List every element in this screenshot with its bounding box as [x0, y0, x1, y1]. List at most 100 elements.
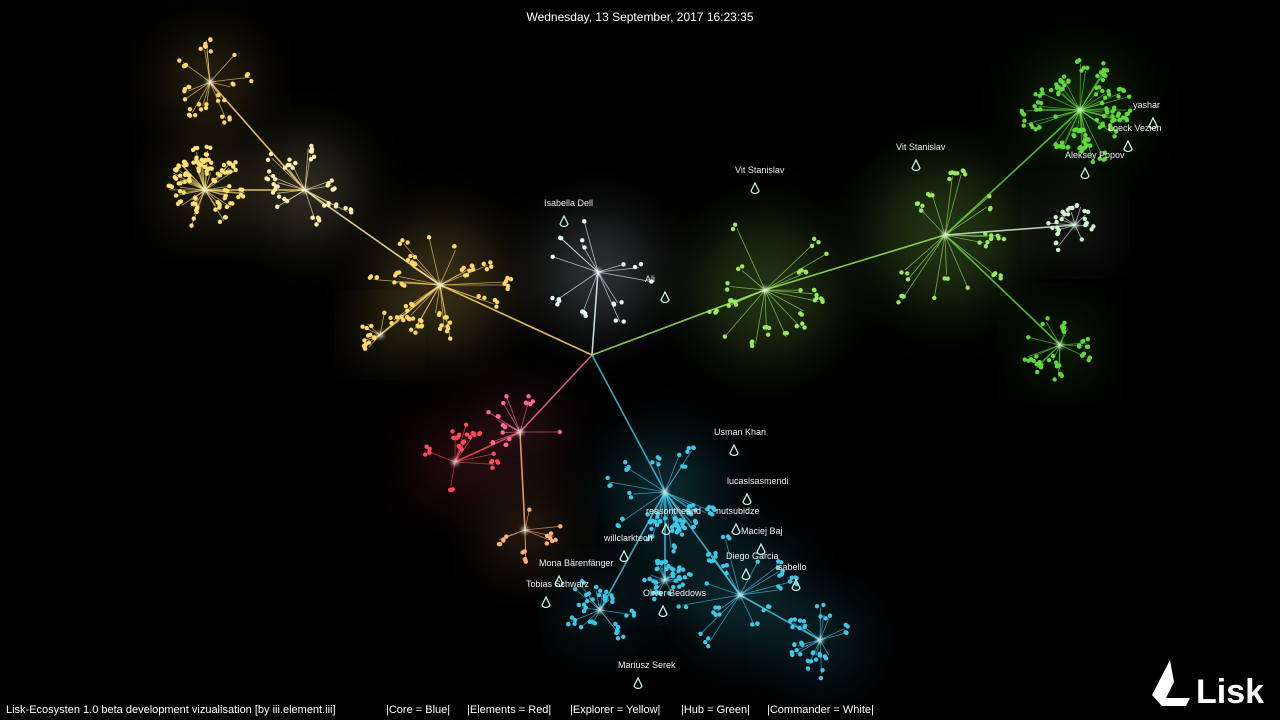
file-node [1061, 325, 1066, 331]
branch [580, 609, 601, 628]
file-node [1117, 117, 1122, 123]
legend-item: |Hub = Green| [681, 704, 750, 716]
file-node [204, 102, 209, 107]
file-node [755, 621, 760, 626]
file-node [812, 236, 817, 242]
file-node [812, 298, 817, 303]
branch [796, 639, 821, 655]
file-node [762, 325, 767, 330]
file-node [417, 318, 423, 323]
file-node [361, 343, 367, 349]
branch [764, 242, 815, 291]
branch [944, 234, 998, 278]
file-node [1053, 360, 1059, 365]
file-node [597, 588, 603, 593]
file-node [749, 622, 755, 627]
file-node [482, 295, 487, 301]
hub-node [517, 429, 523, 435]
file-node [486, 410, 491, 415]
file-node [308, 157, 314, 162]
branch [907, 234, 946, 280]
file-node [410, 261, 415, 266]
file-node [193, 113, 198, 118]
file-node [193, 146, 198, 151]
file-node [572, 617, 578, 623]
file-node [655, 514, 660, 520]
branch [755, 289, 766, 344]
hub-node [302, 187, 308, 193]
file-node [215, 98, 221, 104]
file-node [1037, 125, 1042, 130]
branch [664, 450, 692, 493]
file-node [1058, 372, 1064, 377]
file-node [663, 559, 669, 565]
file-node [550, 295, 555, 301]
file-node [450, 429, 455, 434]
branch [524, 529, 549, 541]
branch [304, 189, 325, 206]
file-node [557, 429, 563, 435]
file-node [481, 261, 486, 266]
branch [739, 589, 778, 596]
file-node [790, 624, 795, 630]
file-node [426, 235, 432, 240]
file-node [1085, 344, 1091, 349]
file-node [275, 184, 280, 189]
branch [741, 270, 766, 291]
branch [918, 207, 946, 236]
file-node [651, 578, 656, 584]
file-node [476, 294, 481, 299]
branch [403, 243, 441, 286]
file-node [995, 233, 1000, 239]
file-node [1101, 61, 1106, 66]
file-node [616, 523, 621, 528]
file-node [527, 507, 532, 512]
file-node [194, 209, 199, 215]
legend-item: |Core = Blue| [386, 704, 450, 716]
branch [624, 465, 666, 493]
file-node [1053, 240, 1058, 246]
branch [209, 76, 251, 83]
file-node [467, 268, 472, 273]
file-node [462, 273, 468, 278]
file-node [459, 447, 464, 452]
user-label: Aleksey Popov [1065, 150, 1125, 160]
file-node [1110, 114, 1115, 119]
file-node [1126, 94, 1132, 99]
branch [519, 354, 593, 433]
file-node [622, 459, 628, 465]
file-node [677, 574, 682, 580]
file-node [405, 257, 411, 263]
file-node [817, 651, 822, 657]
file-node [711, 506, 716, 511]
file-node [364, 325, 369, 331]
branch [277, 182, 306, 191]
branch [1038, 105, 1081, 111]
file-node [1090, 159, 1096, 165]
branch [682, 594, 741, 606]
branch [591, 354, 666, 493]
file-node [408, 327, 414, 332]
branch [1079, 109, 1103, 157]
file-node [461, 265, 466, 271]
file-node [407, 316, 412, 322]
file-node [576, 602, 582, 608]
file-node [683, 604, 689, 610]
file-node [615, 629, 620, 634]
file-node [448, 336, 453, 341]
file-node [582, 219, 587, 224]
file-node [1038, 100, 1044, 106]
timestamp: Wednesday, 13 September, 2017 16:23:35 [526, 10, 753, 24]
file-node [382, 310, 387, 316]
file-node [505, 275, 510, 281]
file-node [1026, 335, 1031, 340]
file-node [627, 490, 632, 496]
file-node [654, 522, 660, 528]
file-node [798, 288, 803, 293]
file-node [778, 560, 784, 565]
user-icon [1080, 166, 1090, 180]
file-node [765, 332, 771, 337]
branch [583, 221, 599, 273]
user-label: Vit Stanislav [735, 165, 785, 175]
file-node [787, 579, 793, 584]
